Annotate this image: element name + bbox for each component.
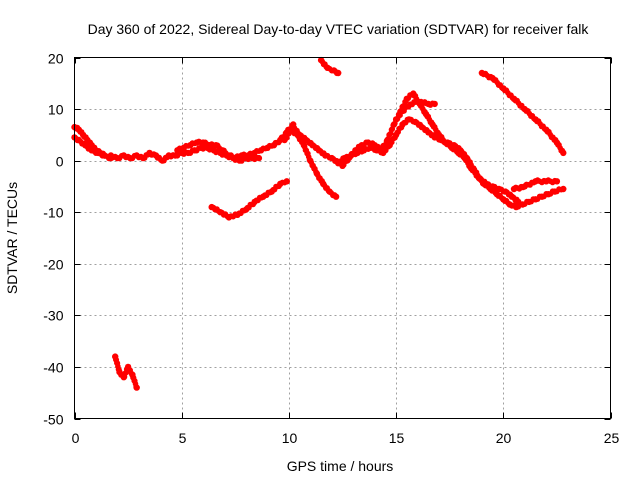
y-axis-label: SDTVAR / TECUs [4,182,20,294]
data-series-arc-2 [71,123,108,159]
x-tick-label: 0 [72,430,80,446]
y-tick-label: -20 [43,257,63,273]
y-tick-label: -10 [43,205,63,221]
y-tick-label: 0 [56,154,64,170]
data-point [553,178,561,185]
data-series-arc-5 [290,116,522,206]
data-series-arc-8 [392,98,438,123]
data-series-arc-4 [174,121,297,162]
y-tick-label: -50 [43,412,63,428]
chart-title: Day 360 of 2022, Sidereal Day-to-day VTE… [88,21,590,37]
x-tick-label: 25 [604,430,620,446]
axis-ticks: 0 5 10 15 20 25 -50 -40 -30 -20 -10 0 10 20 [43,51,619,447]
y-tick-label: -40 [43,360,63,376]
data-point [560,185,567,193]
data-point [560,149,567,157]
x-tick-label: 5 [179,430,187,446]
data-series-arc-9 [510,177,561,193]
x-tick-label: 20 [496,430,512,446]
data-point [431,100,438,108]
data-point [335,69,342,77]
y-tick-label: -30 [43,308,63,324]
data-series-arc-11 [317,56,342,77]
data-point [255,154,263,162]
y-tick-label: 20 [48,51,64,67]
data-series-arc-1 [71,134,115,162]
data-points [71,56,567,391]
data-series-arc-12 [478,69,567,157]
data-series-arc-7 [339,90,567,211]
plot-frame [74,57,611,419]
x-tick-label: 15 [389,430,405,446]
data-series-arc-6 [281,126,340,200]
data-point [283,178,290,185]
data-series-arc-13 [112,353,140,391]
data-series-arc-10 [208,178,290,221]
data-point [332,193,340,200]
x-axis-label: GPS time / hours [287,458,394,474]
data-point [101,152,108,159]
y-tick-label: 10 [48,102,64,118]
x-tick-label: 10 [282,430,298,446]
data-point [133,384,140,391]
